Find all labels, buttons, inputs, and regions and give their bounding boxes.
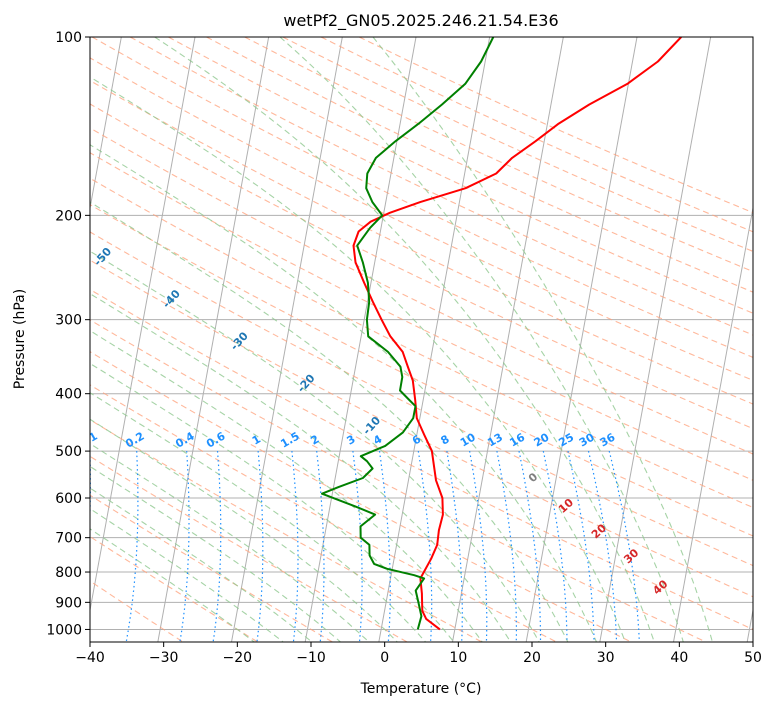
isotherm-line [599, 37, 712, 642]
x-tick-label: 0 [380, 650, 389, 666]
y-tick-label: 1000 [46, 622, 82, 638]
moist-adiabat-line [90, 76, 626, 642]
mixing-ratio-line [469, 450, 488, 642]
y-tick-label: 100 [55, 30, 82, 46]
dry-adiabat-line [90, 351, 632, 642]
mixing-ratio-label: 0.1 [76, 430, 99, 451]
dry-adiabat-line [90, 455, 408, 642]
isotherm-line [673, 205, 753, 642]
y-tick-label: 500 [55, 444, 82, 460]
dry-adiabat-line [90, 127, 753, 455]
dry-adiabat-line [91, 37, 753, 358]
isotherm-line [157, 37, 270, 642]
isotherm-line [90, 37, 122, 211]
moist-adiabat-line [90, 293, 512, 642]
mixing-ratio-line [179, 451, 190, 642]
moist-adiabat-line [90, 443, 370, 642]
x-tick-label: 30 [597, 650, 615, 666]
y-tick-label: 600 [55, 491, 82, 507]
mixing-ratio-line [212, 451, 222, 642]
y-axis-title: Pressure (hPa) [12, 289, 28, 389]
plot-background [90, 37, 753, 642]
dry-adiabat-line [90, 203, 753, 537]
mixing-ratio-line [352, 451, 363, 642]
isotherm-label: -60 [22, 203, 45, 227]
dry-adiabat-line [90, 580, 184, 642]
x-tick-label: 40 [670, 650, 688, 666]
moist-adiabat-line [279, 37, 684, 642]
dry-adiabat-line [206, 37, 753, 293]
isotherm-line [525, 37, 638, 642]
mixing-ratio-line [256, 451, 264, 642]
mixing-ratio-line [496, 450, 517, 642]
mixing-ratio-line [417, 451, 433, 642]
mixing-ratio-line [125, 451, 139, 642]
y-tick-label: 400 [55, 387, 82, 403]
y-tick-label: 300 [55, 313, 82, 329]
background-lines [90, 37, 753, 642]
y-tick-label: 800 [55, 565, 82, 581]
y-axis-ticks: 1000 900 800 700 600 500 400 300 200 100 [46, 30, 90, 638]
isotherm-line [231, 37, 343, 642]
moist-adiabat-line [90, 508, 284, 642]
dry-adiabat-line [90, 288, 753, 631]
dry-adiabat-line [90, 259, 753, 598]
x-axis-title: Temperature (°C) [360, 681, 482, 697]
dewpoint-line [321, 37, 495, 630]
dry-adiabat-line [90, 384, 557, 642]
x-tick-label: −10 [296, 650, 326, 666]
x-tick-label: −40 [75, 650, 105, 666]
dry-adiabat-line [90, 152, 753, 481]
isotherm-line [452, 37, 564, 642]
chart-title: wetPf2_GN05.2025.246.21.54.E36 [283, 11, 558, 31]
x-tick-label: 50 [744, 650, 762, 666]
moist-adiabat-line [90, 528, 255, 642]
dry-adiabat-line [90, 57, 753, 381]
profile-series [321, 37, 682, 631]
temperature-line [352, 37, 682, 631]
moist-adiabat-line [90, 201, 569, 642]
dry-adiabat-line [90, 231, 753, 567]
moist-adiabat-line [90, 330, 483, 642]
dry-adiabat-line [90, 79, 753, 405]
mixing-ratio-line [446, 451, 463, 642]
moist-adiabat-line [90, 392, 427, 642]
moist-adiabat-line [372, 37, 713, 642]
x-tick-label: −30 [149, 650, 179, 666]
dry-adiabat-line [90, 103, 753, 430]
x-axis-ticks: −40 −30 −20 −10 0 10 20 30 40 50 [75, 642, 762, 666]
isotherm-line [90, 37, 196, 613]
moist-adiabat-line [154, 37, 655, 642]
dry-adiabat-line [90, 319, 707, 642]
x-tick-label: 20 [523, 650, 541, 666]
dry-adiabat-line [168, 37, 753, 314]
plot-frame [89, 36, 754, 643]
dry-adiabat-line [90, 177, 753, 509]
y-tick-label: 200 [55, 208, 82, 224]
isotherm-line [378, 37, 491, 642]
mixing-ratio-line [378, 451, 391, 642]
x-tick-label: 10 [449, 650, 467, 666]
moist-adiabat-line [90, 144, 598, 642]
y-tick-label: 900 [55, 595, 82, 611]
y-tick-label: 700 [55, 531, 82, 547]
moist-adiabat-line [90, 250, 540, 642]
mixing-ratio-line [316, 451, 325, 642]
x-tick-label: −20 [223, 650, 253, 666]
mixing-ratio-line [291, 451, 299, 642]
dry-adiabat-line [129, 37, 753, 336]
